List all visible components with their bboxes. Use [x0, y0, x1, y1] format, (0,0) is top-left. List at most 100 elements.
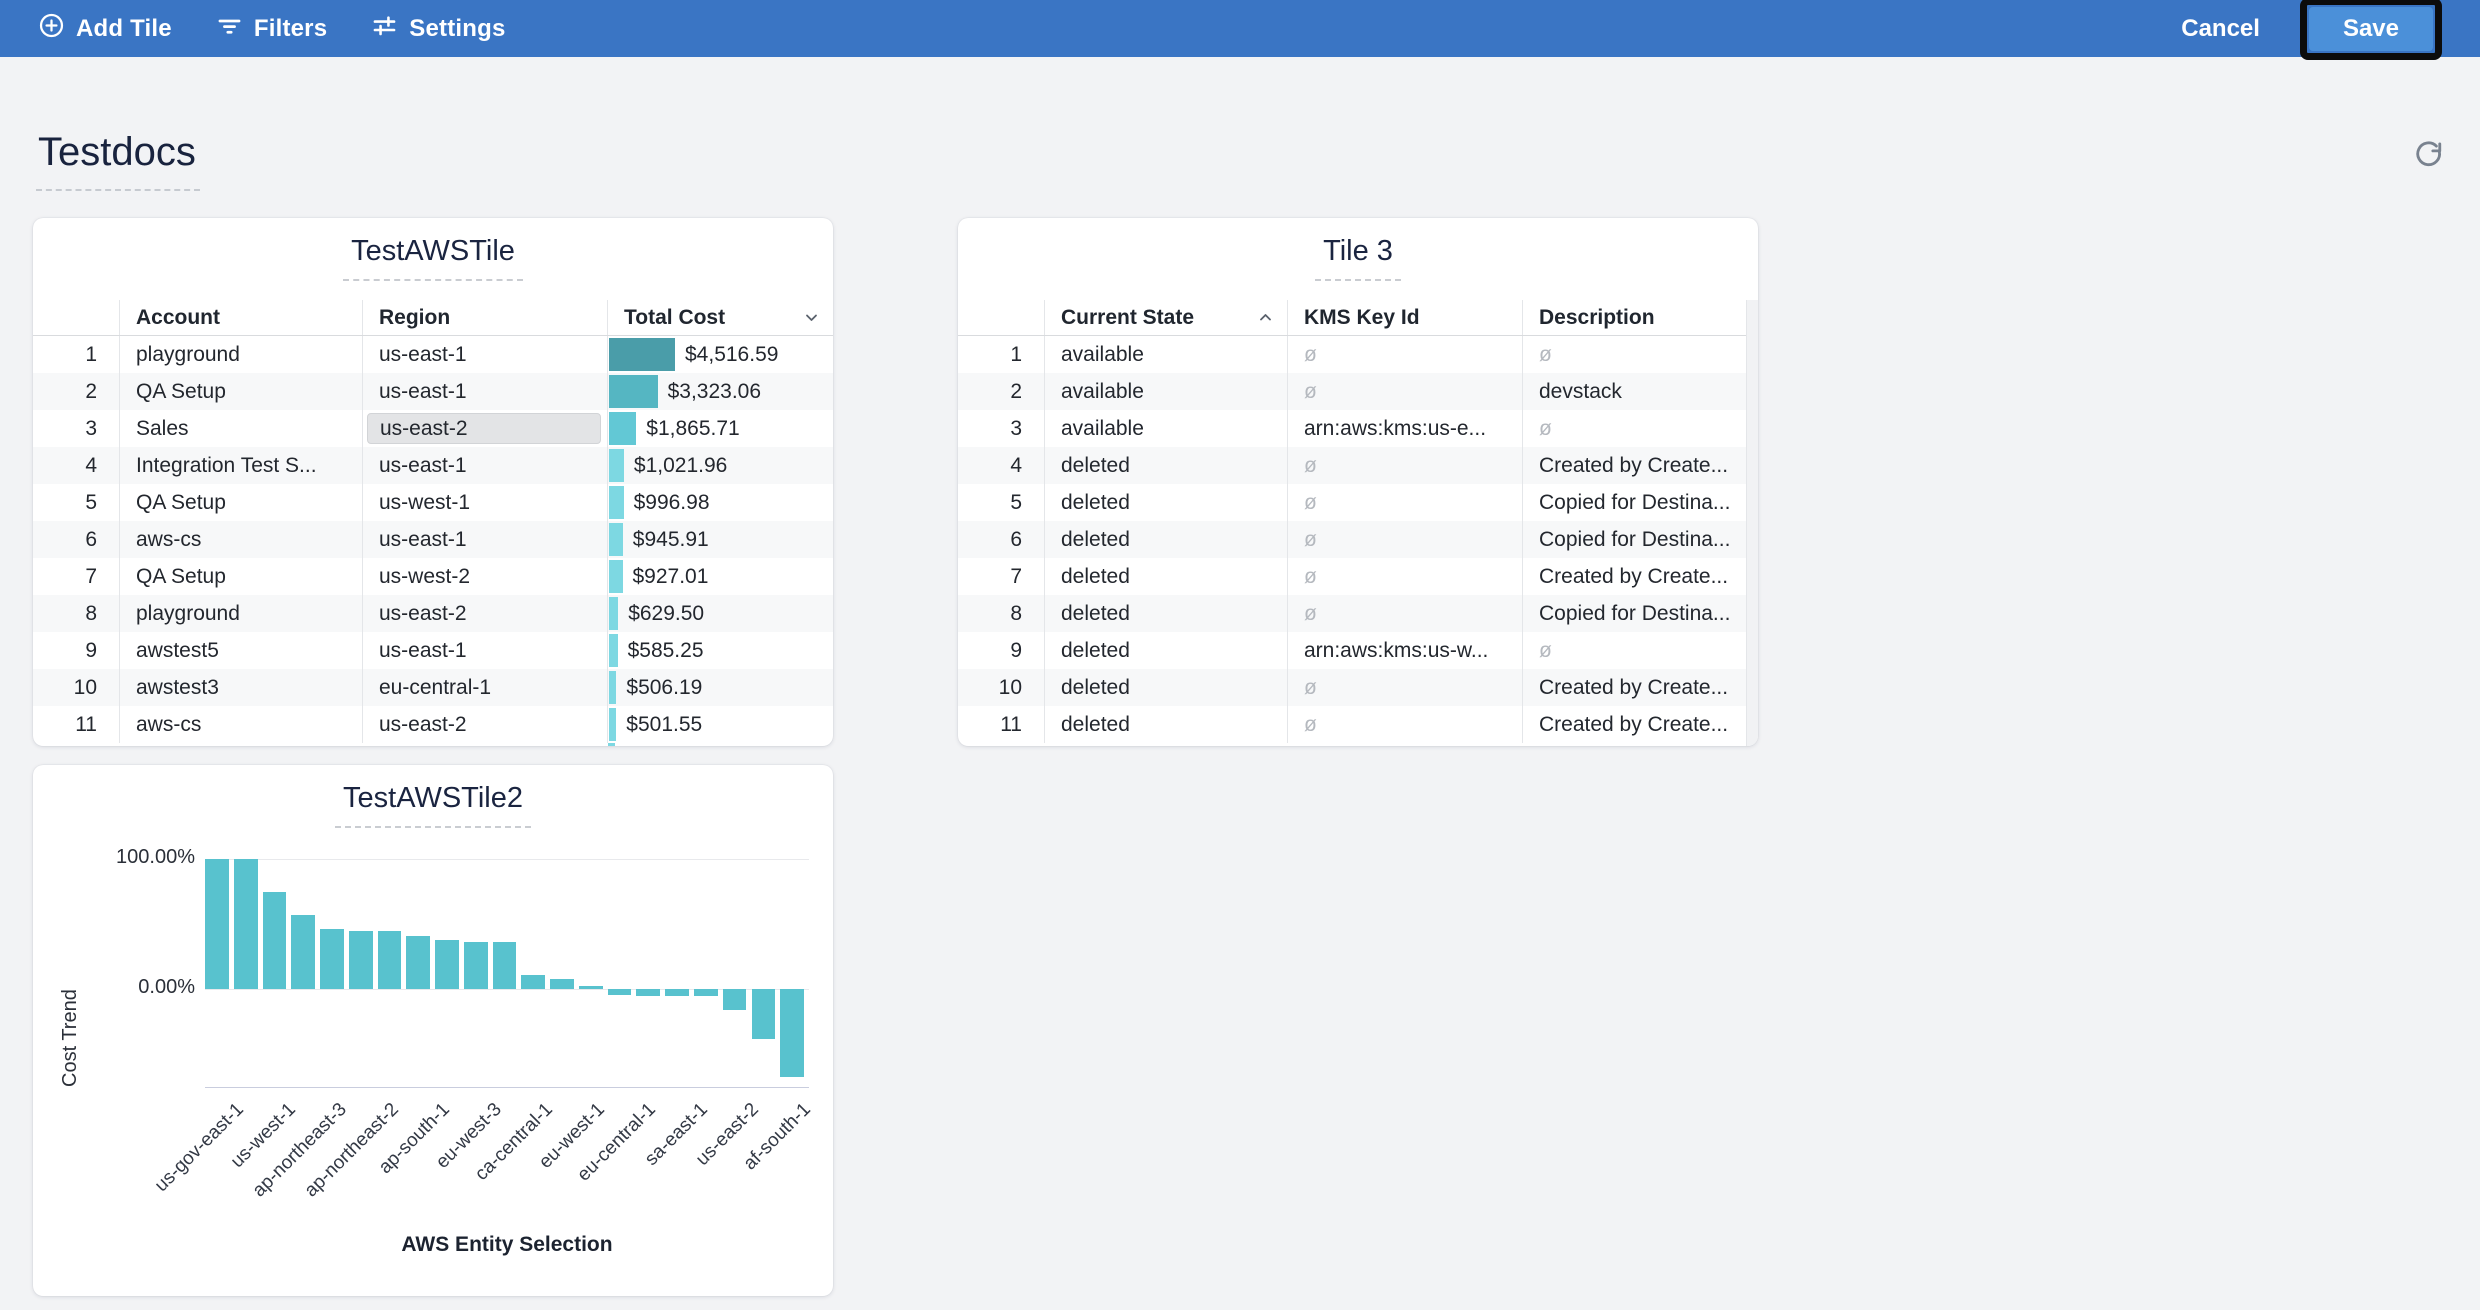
cell-region[interactable]: us-east-1 — [362, 373, 607, 410]
cell-description[interactable]: Copied for Destina... — [1522, 595, 1746, 632]
cell-description-null[interactable]: ø — [1522, 410, 1746, 447]
cell-description-null[interactable]: ø — [1522, 336, 1746, 373]
cell-region[interactable]: us-east-1 — [362, 632, 607, 669]
column-header-region[interactable]: Region — [362, 300, 607, 335]
cell-total-cost[interactable]: $506.19 — [607, 669, 833, 706]
chart-bar — [578, 985, 603, 989]
cell-current-state[interactable]: deleted — [1044, 558, 1287, 595]
cell-total-cost[interactable]: $1,021.96 — [607, 447, 833, 484]
table-scrollbar-track[interactable] — [1746, 300, 1758, 746]
row-number: 2 — [1010, 379, 1022, 403]
chart-bar — [665, 989, 689, 997]
cell-region[interactable]: us-east-2 — [362, 706, 607, 743]
cell-region-selected[interactable]: us-east-2 — [362, 410, 607, 447]
cell-region[interactable]: us-east-2 — [362, 595, 607, 632]
cell-kms-key-id-null[interactable]: ø — [1287, 595, 1522, 632]
chart-bar — [550, 979, 574, 989]
cell-region[interactable]: us-west-2 — [362, 558, 607, 595]
row-number: 9 — [85, 638, 97, 662]
cell-kms-key-id-null[interactable]: ø — [1287, 669, 1522, 706]
row-number: 2 — [85, 379, 97, 403]
column-header-total-cost[interactable]: Total Cost — [607, 300, 833, 335]
cell-kms-key-id-null[interactable]: ø — [1287, 521, 1522, 558]
cell-account[interactable]: QA Setup — [119, 373, 362, 410]
cell-account[interactable]: awstest5 — [119, 632, 362, 669]
cell-current-state[interactable]: available — [1044, 410, 1287, 447]
cell-region[interactable]: us-west-1 — [362, 484, 607, 521]
cell-current-state[interactable]: deleted — [1044, 447, 1287, 484]
cell-kms-key-id-null[interactable]: ø — [1287, 484, 1522, 521]
cell-current-state[interactable]: deleted — [1044, 595, 1287, 632]
cell-account[interactable]: QA Setup — [119, 484, 362, 521]
cell-total-cost[interactable]: $996.98 — [607, 484, 833, 521]
cell-current-state[interactable]: available — [1044, 336, 1287, 373]
cell-kms-key-id[interactable]: arn:aws:kms:us-w... — [1287, 632, 1522, 669]
cell-total-cost[interactable]: $629.50 — [607, 595, 833, 632]
add-tile-button[interactable]: Add Tile — [38, 12, 172, 46]
cell-region[interactable]: eu-central-1 — [362, 669, 607, 706]
cell-total-cost[interactable]: $927.01 — [607, 558, 833, 595]
cell-description[interactable]: devstack — [1522, 373, 1746, 410]
cell-kms-key-id-null[interactable]: ø — [1287, 558, 1522, 595]
y-axis-title: Cost Trend — [59, 989, 81, 1087]
cell-current-state[interactable]: deleted — [1044, 484, 1287, 521]
column-header-account[interactable]: Account — [119, 300, 362, 335]
cell-total-cost[interactable]: $3,323.06 — [607, 373, 833, 410]
table-row: 2 QA Setup us-east-1 $3,323.06 — [33, 373, 833, 410]
save-button[interactable]: Save — [2308, 6, 2433, 51]
top-toolbar: Add Tile Filters Settings Cancel Save — [0, 0, 2480, 60]
cell-current-state[interactable]: deleted — [1044, 521, 1287, 558]
cell-region[interactable]: us-east-1 — [362, 447, 607, 484]
cell-account[interactable]: aws-cs — [119, 521, 362, 558]
chart-bar — [262, 891, 287, 989]
cell-region[interactable]: us-east-1 — [362, 336, 607, 373]
cell-account[interactable]: Integration Test S... — [119, 447, 362, 484]
chart-bar — [348, 930, 373, 989]
chevron-down-icon[interactable] — [804, 310, 819, 325]
chart-bar — [492, 942, 517, 989]
cell-total-cost[interactable]: $1,865.71 — [607, 410, 833, 447]
chevron-up-icon[interactable] — [1258, 310, 1273, 325]
cancel-button[interactable]: Cancel — [2181, 14, 2260, 42]
cell-description[interactable]: Created by Create... — [1522, 447, 1746, 484]
filters-button[interactable]: Filters — [216, 12, 327, 46]
cell-description-null[interactable]: ø — [1522, 632, 1746, 669]
column-header-label: Account — [136, 305, 220, 329]
settings-button[interactable]: Settings — [371, 12, 505, 46]
refresh-button[interactable] — [2412, 138, 2446, 172]
cell-account[interactable]: QA Setup — [119, 558, 362, 595]
cell-account[interactable]: Sales — [119, 410, 362, 447]
cell-current-state[interactable]: deleted — [1044, 632, 1287, 669]
chart-bar — [435, 940, 459, 989]
cell-total-cost[interactable]: $585.25 — [607, 632, 833, 669]
table-row: 7 QA Setup us-west-2 $927.01 — [33, 558, 833, 595]
cell-description[interactable]: Created by Create... — [1522, 669, 1746, 706]
cell-account[interactable]: playground — [119, 595, 362, 632]
cell-account[interactable]: aws-cs — [119, 706, 362, 743]
cell-total-cost[interactable]: $4,516.59 — [607, 336, 833, 373]
cell-description[interactable]: Created by Create... — [1522, 706, 1746, 743]
cell-description[interactable]: Created by Create... — [1522, 558, 1746, 595]
column-header-description[interactable]: Description — [1522, 300, 1746, 335]
cell-current-state[interactable]: deleted — [1044, 706, 1287, 743]
table-row: 11 deleted ø Created by Create... — [958, 706, 1758, 743]
cell-total-cost[interactable]: $501.55 — [607, 706, 833, 743]
cell-current-state[interactable]: deleted — [1044, 669, 1287, 706]
tile-test-aws-tile2: TestAWSTile2 100.00% 0.00% Cost Trend us… — [33, 765, 833, 1296]
column-header-label: Description — [1539, 305, 1655, 329]
cell-kms-key-id-null[interactable]: ø — [1287, 447, 1522, 484]
column-header-kms-key-id[interactable]: KMS Key Id — [1287, 300, 1522, 335]
cell-description[interactable]: Copied for Destina... — [1522, 484, 1746, 521]
cell-region[interactable]: us-east-1 — [362, 521, 607, 558]
cell-kms-key-id-null[interactable]: ø — [1287, 373, 1522, 410]
cell-total-cost[interactable]: $945.91 — [607, 521, 833, 558]
table-row: 1 playground us-east-1 $4,516.59 — [33, 336, 833, 373]
cell-account[interactable]: awstest3 — [119, 669, 362, 706]
cell-description[interactable]: Copied for Destina... — [1522, 521, 1746, 558]
cell-account[interactable]: playground — [119, 336, 362, 373]
column-header-current-state[interactable]: Current State — [1044, 300, 1287, 335]
cell-kms-key-id[interactable]: arn:aws:kms:us-e... — [1287, 410, 1522, 447]
cell-kms-key-id-null[interactable]: ø — [1287, 706, 1522, 743]
cell-current-state[interactable]: available — [1044, 373, 1287, 410]
cell-kms-key-id-null[interactable]: ø — [1287, 336, 1522, 373]
